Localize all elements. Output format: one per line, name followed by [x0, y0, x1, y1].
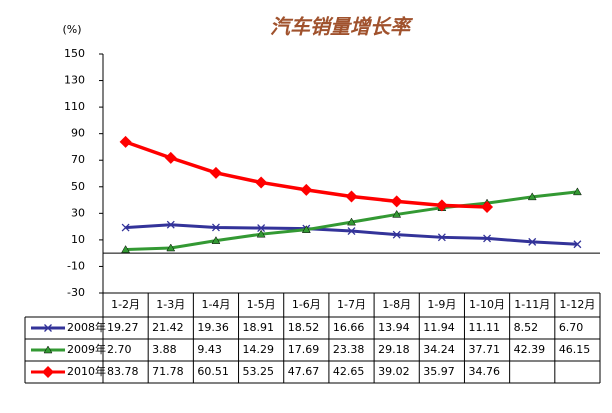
data-label: 83.78	[107, 365, 139, 378]
marker	[164, 151, 177, 164]
marker	[166, 220, 175, 229]
legend-label: 2010年	[67, 364, 106, 378]
marker	[573, 240, 582, 249]
data-label: 53.25	[243, 365, 275, 378]
x-tick-label: 1-5月	[247, 298, 276, 311]
data-label: 8.52	[514, 321, 539, 334]
data-label: 3.88	[152, 343, 177, 356]
marker	[483, 234, 492, 243]
y-tick-label: 30	[71, 206, 85, 219]
data-label: 47.67	[288, 365, 320, 378]
marker	[435, 199, 448, 212]
data-label: 11.94	[423, 321, 455, 334]
y-tick-label: 130	[64, 74, 85, 87]
marker	[255, 176, 268, 189]
y-tick-label: 110	[64, 100, 85, 113]
legend-label: 2008年	[67, 320, 106, 334]
marker	[572, 187, 582, 196]
marker	[437, 233, 446, 242]
data-label: 35.97	[423, 365, 455, 378]
data-label: 13.94	[378, 321, 410, 334]
legend-marker	[42, 366, 54, 378]
data-label: 34.24	[423, 343, 455, 356]
data-label: 60.51	[197, 365, 229, 378]
legend-marker	[43, 345, 53, 354]
legend-marker	[44, 324, 52, 332]
data-label: 6.70	[559, 321, 584, 334]
y-tick-label: 150	[64, 47, 85, 60]
marker	[300, 183, 313, 196]
series-line	[125, 223, 578, 246]
marker	[528, 237, 537, 246]
data-label: 23.38	[333, 343, 365, 356]
data-label: 37.71	[468, 343, 500, 356]
data-label: 42.65	[333, 365, 365, 378]
marker	[301, 225, 311, 233]
y-tick-label: 90	[71, 127, 85, 140]
data-label: 46.15	[559, 343, 591, 356]
marker	[121, 223, 130, 232]
x-tick-label: 1-2月	[111, 298, 140, 311]
marker	[209, 166, 222, 179]
marker	[392, 230, 401, 239]
marker	[392, 209, 402, 218]
y-tick-label: -10	[67, 259, 85, 272]
series-line	[125, 140, 488, 209]
y-tick-label: -30	[67, 286, 85, 299]
x-tick-label: 1-10月	[469, 298, 505, 311]
data-label: 18.52	[288, 321, 320, 334]
data-label: 11.11	[468, 321, 500, 334]
data-label: 9.43	[197, 343, 222, 356]
y-tick-label: 70	[71, 153, 85, 166]
marker	[347, 227, 356, 236]
marker	[119, 135, 132, 148]
marker	[257, 224, 266, 233]
data-label: 42.39	[514, 343, 546, 356]
marker	[390, 195, 403, 208]
marker	[211, 236, 221, 244]
marker	[481, 201, 494, 214]
x-tick-label: 1-8月	[382, 298, 411, 311]
x-tick-label: 1-9月	[427, 298, 456, 311]
marker	[527, 192, 537, 201]
y-tick-label: 10	[71, 233, 85, 246]
y-tick-label: 50	[71, 180, 85, 193]
marker	[345, 190, 358, 203]
y-axis-label: (%)	[62, 23, 81, 36]
x-tick-label: 1-11月	[514, 298, 550, 311]
data-label: 14.29	[243, 343, 275, 356]
data-label: 34.76	[468, 365, 500, 378]
data-label: 17.69	[288, 343, 320, 356]
x-tick-label: 1-7月	[337, 298, 366, 311]
marker	[211, 223, 220, 232]
data-label: 2.70	[107, 343, 132, 356]
marker	[121, 245, 131, 253]
marker	[256, 229, 266, 238]
data-label: 71.78	[152, 365, 184, 378]
x-tick-label: 1-12月	[559, 298, 595, 311]
data-label: 16.66	[333, 321, 365, 334]
data-label: 29.18	[378, 343, 410, 356]
marker	[166, 243, 176, 252]
data-label: 21.42	[152, 321, 184, 334]
x-tick-label: 1-4月	[201, 298, 230, 311]
data-label: 19.36	[197, 321, 229, 334]
marker	[347, 217, 356, 226]
chart-title: 汽车销量增长率	[270, 15, 414, 39]
data-label: 18.91	[243, 321, 275, 334]
legend-label: 2009年	[67, 342, 106, 356]
x-tick-label: 1-3月	[156, 298, 185, 311]
data-label: 19.27	[107, 321, 139, 334]
x-tick-label: 1-6月	[292, 298, 321, 311]
data-label: 39.02	[378, 365, 410, 378]
